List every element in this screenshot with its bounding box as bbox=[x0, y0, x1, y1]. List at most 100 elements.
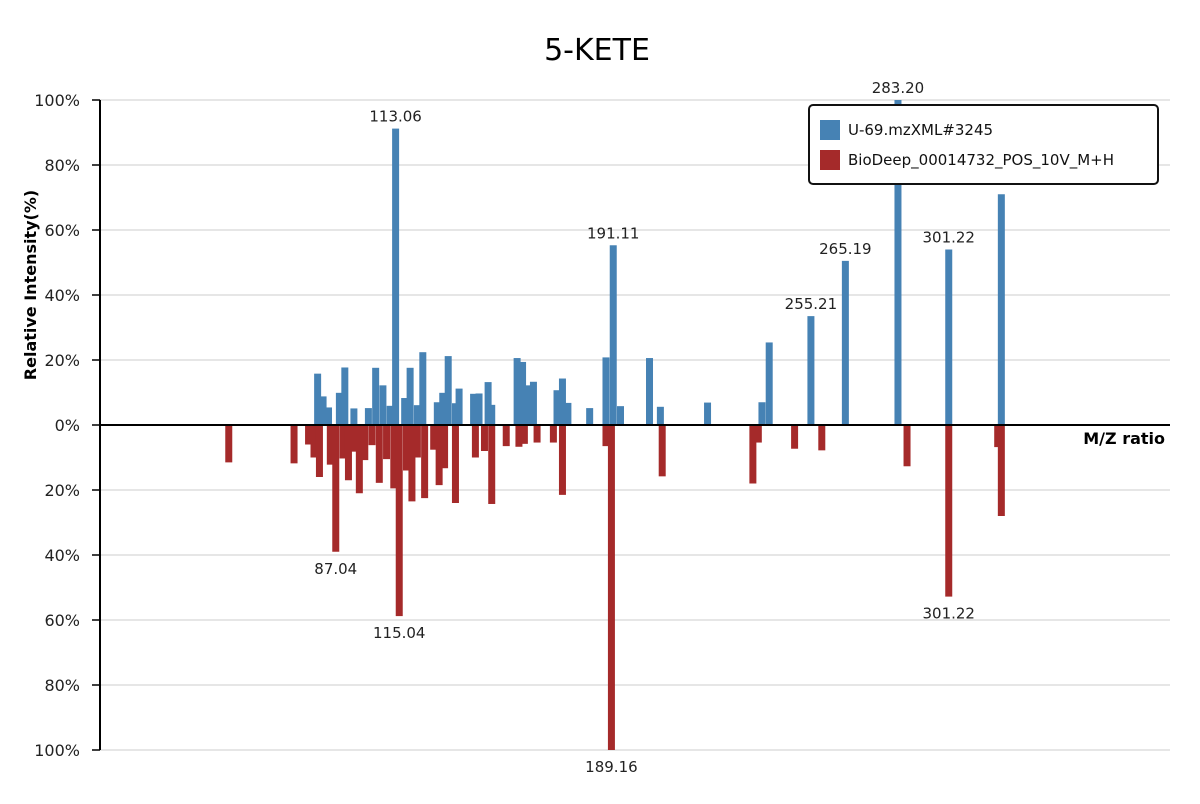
sample-peak-bar bbox=[372, 367, 380, 425]
sample-peak-bar bbox=[401, 398, 409, 425]
sample-peak-label: 113.06 bbox=[369, 108, 422, 126]
y-axis-label: Relative Intensity(%) bbox=[21, 190, 40, 380]
legend-label-reference: BioDeep_00014732_POS_10V_M+H bbox=[848, 151, 1114, 170]
sample-peak-bar bbox=[758, 402, 766, 425]
y-tick-label: 60% bbox=[44, 611, 80, 630]
sample-peak-bar bbox=[314, 373, 322, 425]
reference-peak-bar bbox=[903, 425, 911, 467]
legend-box bbox=[808, 104, 1159, 185]
reference-peak-bar bbox=[549, 425, 557, 443]
sample-peak-bar bbox=[413, 405, 421, 425]
reference-peak-bar bbox=[355, 425, 363, 494]
sample-peak-bar bbox=[997, 194, 1005, 425]
y-tick-labels: 100% 80% 60% 40% 20% 0% 20% 40% 60% 80% 100% bbox=[34, 91, 100, 760]
reference-peak-bar bbox=[997, 425, 1005, 516]
reference-peak-label: 87.04 bbox=[314, 560, 357, 578]
sample-peak-bar bbox=[455, 388, 463, 425]
sample-peak-bar bbox=[392, 128, 400, 425]
sample-peak-label: 283.20 bbox=[872, 79, 925, 97]
sample-peak-bar bbox=[379, 385, 387, 425]
y-tick-label: 60% bbox=[44, 221, 80, 240]
reference-peak-bar bbox=[421, 425, 429, 499]
reference-peak-label: 115.04 bbox=[373, 624, 426, 642]
y-tick-label: 20% bbox=[44, 481, 80, 500]
sample-peak-label: 265.19 bbox=[819, 240, 872, 258]
sample-peak-bar bbox=[350, 408, 358, 425]
reference-peak-bar bbox=[480, 425, 488, 451]
sample-peak-bar bbox=[524, 385, 532, 425]
sample-peak-bar bbox=[553, 390, 561, 425]
reference-peak-bar bbox=[361, 425, 369, 461]
reference-peak-label: 189.16 bbox=[585, 758, 638, 776]
reference-peak-bar bbox=[332, 425, 340, 552]
reference-peak-bar bbox=[502, 425, 510, 447]
sample-peak-bar bbox=[602, 357, 610, 425]
sample-peak-bar bbox=[335, 392, 343, 425]
reference-peak-bar bbox=[339, 425, 347, 459]
sample-peak-bar bbox=[704, 402, 712, 425]
sample-peak-bar bbox=[807, 316, 815, 425]
y-tick-label: 100% bbox=[34, 741, 80, 760]
reference-peak-bar bbox=[390, 425, 398, 489]
sample-peak-bar bbox=[586, 408, 594, 425]
sample-peak-bar bbox=[439, 392, 447, 425]
sample-peak-bar bbox=[894, 100, 902, 425]
chart-title: 5-KETE bbox=[544, 33, 650, 68]
reference-peak-bar bbox=[435, 425, 443, 486]
reference-peak-bar bbox=[754, 425, 762, 443]
legend: U-69.mzXML#3245 BioDeep_00014732_POS_10V… bbox=[808, 104, 1159, 185]
sample-peak-bar bbox=[558, 378, 566, 425]
sample-peak-label: 191.11 bbox=[587, 224, 640, 242]
reference-peak-bar bbox=[310, 425, 318, 458]
y-tick-label: 0% bbox=[55, 416, 80, 435]
reference-peak-bar bbox=[315, 425, 323, 477]
reference-peak-bar bbox=[994, 425, 1002, 448]
sample-peak-bar bbox=[484, 382, 492, 425]
sample-peak-bar bbox=[433, 402, 441, 425]
reference-peak-bar bbox=[408, 425, 416, 502]
reference-peak-bar bbox=[225, 425, 233, 463]
sample-peak-label: 301.22 bbox=[922, 229, 975, 247]
grid-lines bbox=[100, 99, 1170, 751]
axes bbox=[99, 100, 1170, 750]
reference-peak-bar bbox=[471, 425, 479, 458]
sample-peak-bar bbox=[419, 352, 427, 425]
sample-peak-bar bbox=[341, 367, 349, 425]
reference-peak-bar bbox=[658, 425, 666, 477]
sample-peak-bar bbox=[529, 381, 537, 425]
sample-peak-bar bbox=[656, 406, 664, 425]
sample-peak-bar bbox=[319, 396, 327, 425]
sample-peak-bar bbox=[386, 405, 394, 425]
y-tick-label: 40% bbox=[44, 546, 80, 565]
sample-peak-bar bbox=[564, 402, 572, 425]
sample-peak-bar bbox=[470, 393, 478, 425]
reference-peak-bar bbox=[607, 425, 615, 750]
reference-peak-bar bbox=[395, 425, 403, 617]
y-tick-label: 80% bbox=[44, 156, 80, 175]
y-tick-label: 20% bbox=[44, 351, 80, 370]
reference-peak-bar bbox=[533, 425, 541, 443]
bars-layer bbox=[225, 100, 1005, 750]
reference-peak-bar bbox=[326, 425, 334, 465]
reference-peak-bar bbox=[451, 425, 459, 503]
reference-peak-bar bbox=[515, 425, 523, 447]
y-tick-label: 100% bbox=[34, 91, 80, 110]
reference-peak-bar bbox=[558, 425, 566, 495]
reference-peak-bar bbox=[290, 425, 298, 464]
x-axis-label: M/Z ratio bbox=[1083, 429, 1165, 448]
sample-peak-bar bbox=[451, 403, 459, 425]
sample-peak-bar bbox=[841, 260, 849, 425]
sample-peak-bar bbox=[945, 249, 953, 425]
sample-peak-bar bbox=[519, 361, 527, 425]
legend-swatch-reference bbox=[820, 150, 840, 170]
legend-swatch-sample bbox=[820, 120, 840, 140]
sample-peak-label: 255.21 bbox=[785, 295, 838, 313]
sample-peak-bar bbox=[488, 404, 496, 425]
reference-peak-bar bbox=[602, 425, 610, 447]
sample-peak-bar bbox=[765, 342, 773, 425]
y-tick-label: 80% bbox=[44, 676, 80, 695]
sample-peak-bar bbox=[513, 358, 521, 425]
sample-peak-bar bbox=[646, 358, 654, 425]
reference-peak-bar bbox=[402, 425, 410, 471]
